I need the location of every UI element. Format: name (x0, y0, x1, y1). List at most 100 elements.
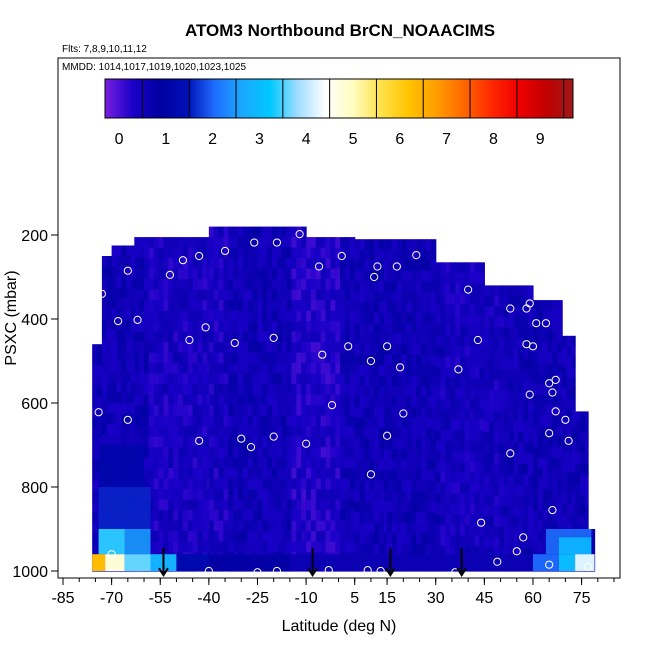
heatmap-cell (163, 289, 169, 301)
sample-point (477, 518, 486, 527)
heatmap-cell (464, 440, 471, 452)
heatmap-cell (445, 409, 451, 421)
heatmap-cell (144, 447, 150, 459)
heatmap-cell (396, 291, 403, 303)
heatmap-cell (508, 453, 515, 465)
heatmap-cell (106, 277, 113, 289)
heatmap-cell (523, 285, 529, 297)
heatmap-cell (163, 489, 169, 501)
heatmap-cell (426, 396, 432, 408)
heatmap-cell (364, 270, 370, 282)
heatmap-cell (197, 510, 203, 522)
heatmap-cell (158, 258, 165, 270)
heatmap-cell (379, 260, 385, 272)
sample-point (250, 238, 259, 247)
x-tick-label: -55 (149, 590, 172, 607)
heatmap-cell (584, 411, 589, 423)
heatmap-cell (202, 510, 208, 522)
heatmap-cell (106, 308, 113, 320)
heatmap-cell (301, 415, 307, 427)
heatmap-cell (252, 489, 259, 501)
heatmap-cell (315, 352, 322, 364)
heatmap-cell (252, 321, 259, 333)
heatmap-cell (223, 426, 229, 438)
heatmap-cell (401, 417, 408, 429)
heatmap-cell (187, 342, 194, 354)
heatmap-cell (187, 384, 194, 396)
heatmap-cell (238, 447, 244, 459)
heatmap-cell (401, 291, 408, 303)
heatmap-cell (401, 365, 408, 377)
heatmap-cell (537, 531, 544, 543)
heatmap-cell (542, 531, 549, 543)
heatmap-cell (484, 484, 490, 496)
heatmap-cell (401, 312, 408, 324)
heatmap-cell (325, 342, 331, 354)
heatmap-cell (272, 405, 278, 417)
heatmap-cell (401, 501, 408, 513)
heatmap-cell (182, 478, 189, 490)
heatmap-cell (182, 310, 189, 322)
heatmap-cell (257, 531, 263, 543)
x-axis: -85 -70 -55 -40 -25 -10 5 15 30 45 60 75 (51, 578, 615, 607)
heatmap-cell (571, 356, 576, 368)
heatmap-cell (207, 331, 210, 343)
heatmap-cell (291, 436, 297, 448)
heatmap-cell (340, 352, 346, 364)
heatmap-cell (421, 333, 427, 345)
sample-point (383, 431, 392, 440)
heatmap-cell (416, 438, 422, 450)
heatmap-cell (197, 447, 203, 459)
heatmap-cell (134, 352, 140, 364)
heatmap-cell (435, 388, 442, 400)
heatmap-cell (325, 331, 331, 343)
colorbar-tick-label: 1 (161, 131, 170, 148)
heatmap-cell (469, 535, 476, 547)
heatmap-cell (153, 279, 160, 291)
heatmap-cell (518, 484, 524, 496)
heatmap-cell (567, 451, 573, 463)
heatmap-cell (134, 258, 140, 270)
heatmap-cell (396, 323, 403, 335)
heatmap-cell (173, 331, 179, 343)
heatmap-cell (479, 503, 485, 515)
heatmap-cell (134, 342, 140, 354)
sample-point (395, 363, 405, 372)
heatmap-cell (139, 268, 145, 280)
heatmap-cell (494, 453, 500, 465)
heatmap-cell (111, 277, 118, 289)
heatmap-cell (349, 268, 356, 280)
heatmap-cell (464, 451, 471, 463)
heatmap-cell (223, 531, 229, 543)
heatmap-cell (163, 415, 169, 427)
heatmap-cell (320, 279, 327, 291)
heatmap-cell (213, 373, 220, 385)
heatmap-cell (340, 531, 346, 543)
heatmap-cell (503, 369, 510, 381)
heatmap-cell (208, 436, 215, 448)
heatmap-cell (320, 373, 327, 385)
heatmap-cell (178, 342, 184, 354)
heatmap-cell (460, 304, 466, 316)
heatmap-cell (281, 394, 288, 406)
sample-point (564, 317, 573, 326)
heatmap-cell (460, 514, 466, 526)
flights-subtitle: Flts: 7,8,9,10,11,12 (62, 44, 147, 55)
heatmap-cell (281, 531, 288, 543)
sample-point (94, 408, 103, 417)
heatmap-cell (552, 478, 558, 490)
heatmap-cell (494, 316, 500, 328)
heatmap-cell (528, 411, 534, 423)
heatmap-cell (584, 505, 589, 517)
heatmap-cell (406, 428, 413, 440)
heatmap-cell (148, 279, 155, 291)
surface-arrow (456, 547, 468, 578)
heatmap-cell (252, 405, 259, 417)
heatmap-cell (508, 526, 515, 538)
heatmap-cell (291, 279, 297, 291)
heatmap-cell (168, 541, 174, 553)
heatmap-cell (383, 449, 388, 461)
heatmap-cell (523, 442, 529, 454)
heatmap-cell (552, 331, 558, 343)
heatmap-cell (325, 531, 331, 543)
